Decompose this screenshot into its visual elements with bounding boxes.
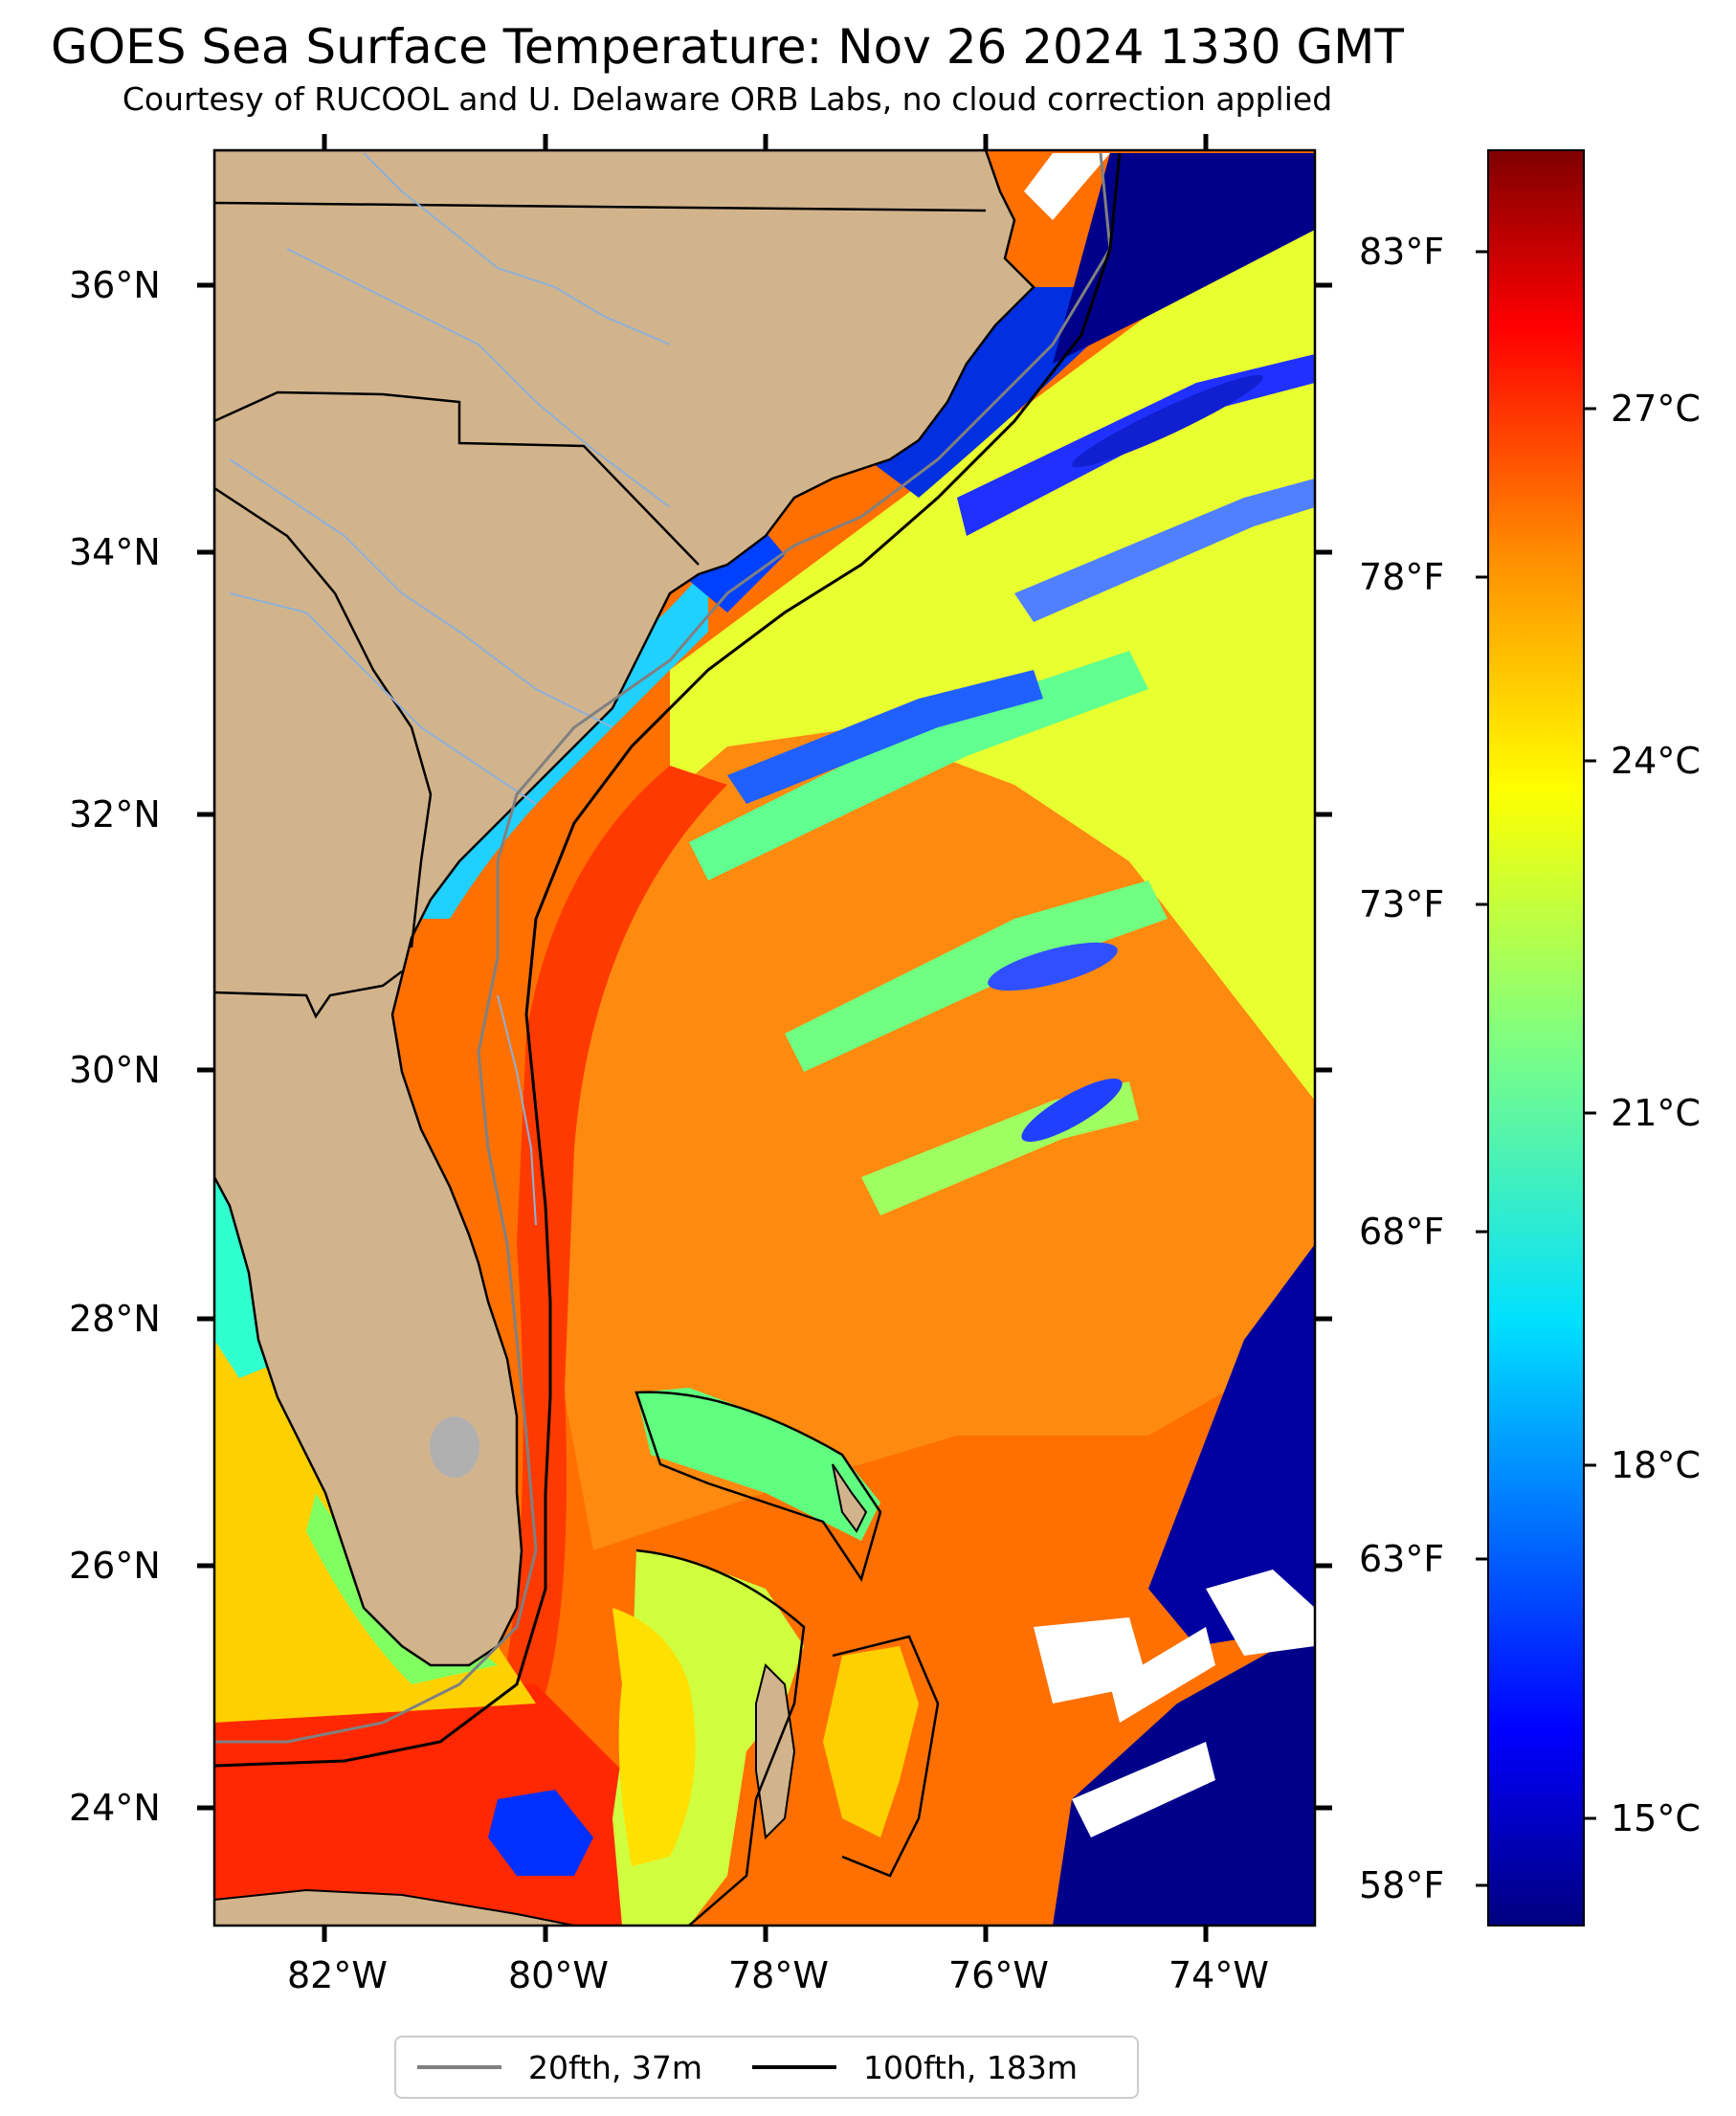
- lake-okeechobee: [430, 1416, 479, 1478]
- land-southeast-us: [214, 150, 1035, 1667]
- cbar-label-24c: 24°C: [1611, 740, 1701, 782]
- lon-label-76w: 76°W: [948, 1954, 1049, 1996]
- lon-ticks: [322, 134, 1209, 1942]
- cuba-coast: [214, 1888, 575, 1926]
- legend-item-100fth: 100fth, 183m: [752, 2049, 1078, 2086]
- map-subtitle: Courtesy of RUCOOL and U. Delaware ORB L…: [122, 80, 1333, 118]
- legend-label-20fth: 20fth, 37m: [528, 2048, 702, 2086]
- cbar-label-15c: 15°C: [1611, 1797, 1701, 1839]
- legend-label-100fth: 100fth, 183m: [863, 2048, 1078, 2086]
- colorbar-ticks: [1476, 250, 1596, 1887]
- cbar-label-21c: 21°C: [1611, 1092, 1701, 1134]
- cbar-label-73f: 73°F: [1359, 883, 1445, 925]
- lat-label-36n: 36°N: [69, 264, 161, 306]
- lon-label-74w: 74°W: [1168, 1954, 1269, 1996]
- lat-label-28n: 28°N: [69, 1298, 161, 1340]
- lat-label-26n: 26°N: [69, 1545, 161, 1587]
- cbar-label-83f: 83°F: [1359, 231, 1445, 273]
- cbar-label-18c: 18°C: [1611, 1444, 1701, 1486]
- lat-ticks: [197, 282, 1332, 1811]
- lat-label-34n: 34°N: [69, 531, 161, 573]
- cbar-label-27c: 27°C: [1611, 388, 1701, 430]
- cbar-label-58f: 58°F: [1359, 1864, 1445, 1906]
- isobath-legend: 20fth, 37m 100fth, 183m: [394, 2036, 1139, 2099]
- legend-item-20fth: 20fth, 37m: [417, 2049, 702, 2086]
- map-title: GOES Sea Surface Temperature: Nov 26 202…: [51, 19, 1404, 75]
- lat-label-24n: 24°N: [69, 1787, 161, 1829]
- cbar-label-78f: 78°F: [1359, 556, 1445, 598]
- lon-label-78w: 78°W: [728, 1954, 829, 1996]
- cbar-label-68f: 68°F: [1359, 1211, 1445, 1253]
- lon-label-80w: 80°W: [508, 1954, 609, 1996]
- lat-label-32n: 32°N: [69, 793, 161, 835]
- map-field: [214, 150, 1315, 1926]
- legend-gray-line: [417, 2065, 501, 2069]
- colorbar: [1487, 149, 1585, 1927]
- lon-label-82w: 82°W: [287, 1954, 388, 1996]
- cbar-label-63f: 63°F: [1359, 1538, 1445, 1580]
- legend-black-line: [752, 2065, 836, 2069]
- lat-label-30n: 30°N: [69, 1049, 161, 1091]
